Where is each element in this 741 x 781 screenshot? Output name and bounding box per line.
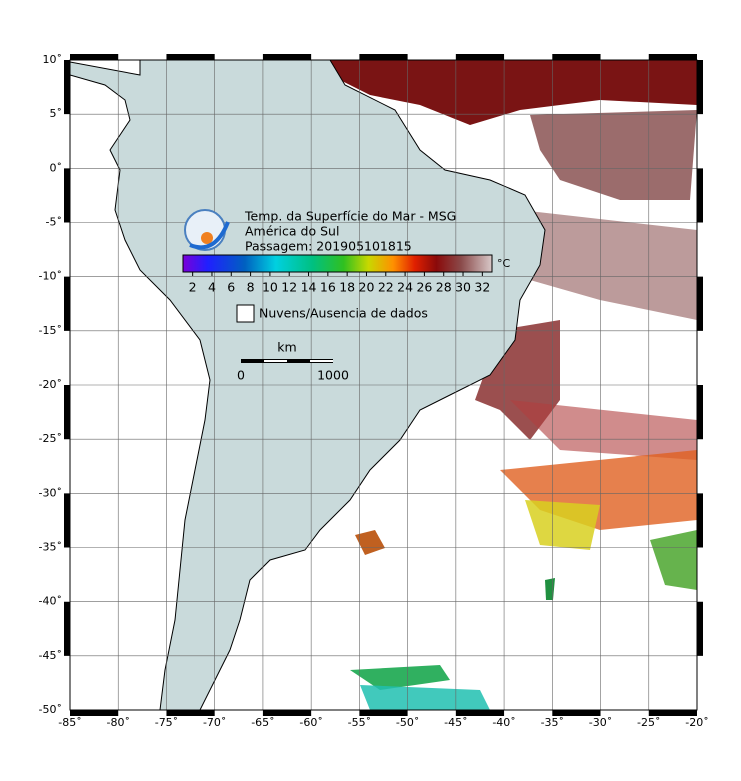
colorbar-tick-label: 20 bbox=[359, 280, 375, 295]
x-tick-label: -70˚ bbox=[203, 716, 226, 729]
x-tick-label: -50˚ bbox=[396, 716, 419, 729]
title-line: América do Sul bbox=[245, 224, 339, 239]
y-tick-label: -10˚ bbox=[39, 270, 62, 283]
y-tick-label: -30˚ bbox=[39, 486, 62, 499]
sst-patch bbox=[650, 530, 697, 590]
x-tick-label: -65˚ bbox=[251, 716, 274, 729]
colorbar-tick-label: 4 bbox=[208, 280, 216, 295]
colorbar-tick-label: 26 bbox=[416, 280, 432, 295]
colorbar-tick-label: 28 bbox=[436, 280, 452, 295]
y-tick-label: -20˚ bbox=[39, 378, 62, 391]
x-tick-label: -55˚ bbox=[348, 716, 371, 729]
scale-end: 1000 bbox=[317, 368, 349, 383]
legend-swatch bbox=[236, 304, 255, 323]
scale-unit: km bbox=[277, 340, 296, 355]
scale-start: 0 bbox=[237, 368, 245, 383]
y-tick-label: -15˚ bbox=[39, 324, 62, 337]
colorbar-tick-label: 32 bbox=[474, 280, 490, 295]
info-block: Temp. da Superfície do Mar - MSG América… bbox=[182, 209, 511, 383]
x-tick-label: -60˚ bbox=[299, 716, 322, 729]
colorbar-tick-label: 24 bbox=[397, 280, 413, 295]
x-tick-label: -40˚ bbox=[492, 716, 515, 729]
sst-patch bbox=[530, 110, 697, 200]
sst-patch bbox=[355, 530, 385, 555]
sst-patch bbox=[510, 400, 697, 460]
x-tick-label: -45˚ bbox=[444, 716, 467, 729]
y-tick-label: -25˚ bbox=[39, 432, 62, 445]
colorbar bbox=[182, 254, 493, 273]
y-tick-label: -40˚ bbox=[39, 595, 62, 608]
sst-patch bbox=[520, 210, 697, 320]
sst-patch bbox=[360, 685, 490, 710]
colorbar-tick-label: 12 bbox=[281, 280, 297, 295]
sst-patch bbox=[330, 60, 697, 125]
x-tick-label: -35˚ bbox=[541, 716, 564, 729]
x-tick-label: -75˚ bbox=[155, 716, 178, 729]
logo-dot bbox=[201, 232, 213, 244]
logo-arrow bbox=[189, 221, 230, 250]
x-tick-label: -30˚ bbox=[589, 716, 612, 729]
colorbar-tick-label: 10 bbox=[262, 280, 278, 295]
y-tick-label: -5˚ bbox=[46, 216, 62, 229]
title-line: Passagem: 201905101815 bbox=[245, 239, 412, 254]
colorbar-tick-label: 14 bbox=[301, 280, 317, 295]
colorbar-tick-label: 2 bbox=[189, 280, 197, 295]
x-tick-label: -80˚ bbox=[106, 716, 129, 729]
x-tick-label: -25˚ bbox=[637, 716, 660, 729]
colorbar-tick-label: 16 bbox=[320, 280, 336, 295]
colorbar-tick-label: 8 bbox=[247, 280, 255, 295]
colorbar-tick-label: 30 bbox=[455, 280, 471, 295]
title-line: Temp. da Superfície do Mar - MSG bbox=[244, 209, 456, 224]
y-tick-label: -35˚ bbox=[39, 541, 62, 554]
x-tick-label: -85˚ bbox=[58, 716, 81, 729]
colorbar-tick-label: 22 bbox=[378, 280, 394, 295]
scale-bar bbox=[264, 360, 287, 362]
scale-bar bbox=[310, 360, 333, 362]
y-tick-label: 0˚ bbox=[50, 161, 63, 174]
legend-label: Nuvens/Ausencia de dados bbox=[259, 306, 428, 321]
y-tick-label: -45˚ bbox=[39, 649, 62, 662]
sst-patch bbox=[525, 500, 600, 550]
colorbar-tick-label: 6 bbox=[227, 280, 235, 295]
colorbar-unit: °C bbox=[497, 257, 511, 270]
y-tick-label: 5˚ bbox=[50, 107, 63, 120]
x-tick-label: -20˚ bbox=[685, 716, 708, 729]
y-tick-label: 10˚ bbox=[43, 53, 63, 66]
y-tick-label: -50˚ bbox=[39, 703, 62, 716]
sst-patch bbox=[350, 665, 450, 690]
map-body bbox=[70, 60, 697, 710]
colorbar-tick-label: 18 bbox=[339, 280, 355, 295]
